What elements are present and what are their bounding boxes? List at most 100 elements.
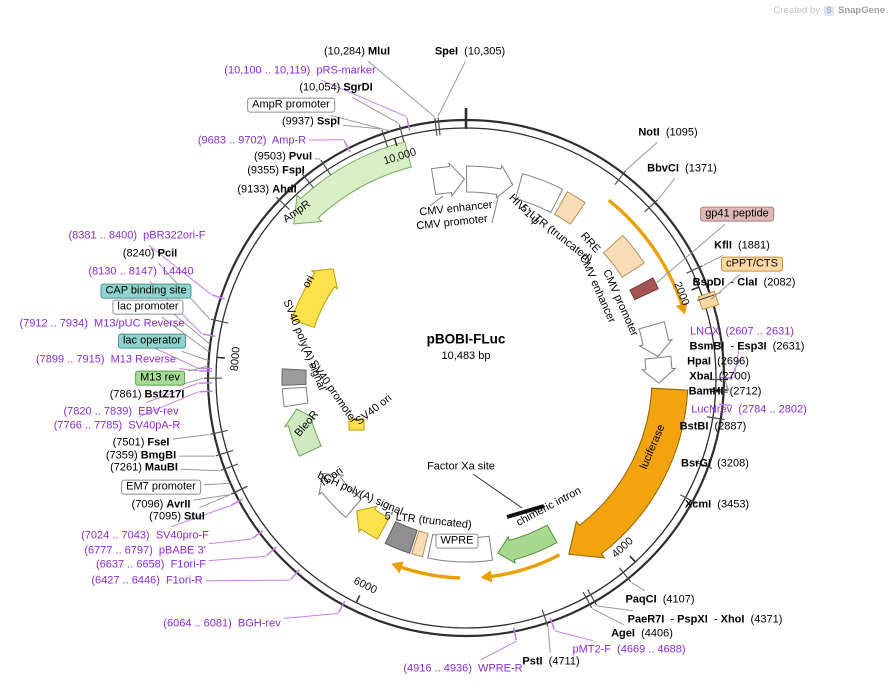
feature-bleor[interactable] (283, 408, 322, 457)
feature-ori[interactable] (290, 268, 339, 328)
feature-bgh-polya-signal[interactable] (356, 505, 390, 540)
feature-transcript-arrow-1[interactable] (607, 199, 688, 315)
scale-label-3: 8000 (228, 346, 243, 372)
label-ampr-gene[interactable]: AmpR (281, 198, 313, 226)
label-prs-marker[interactable]: (10,100 .. 10,119) pRS-marker (224, 65, 375, 78)
scale-label-2: 6000 (351, 574, 379, 596)
label-sgrdi[interactable]: (10,054) SgrDI (299, 82, 372, 95)
label-chimeric-intron[interactable]: chimeric intron (514, 485, 583, 530)
label-pmt2-f[interactable]: pMT2-F (4669 .. 4688) (572, 644, 685, 657)
label-bstbi[interactable]: BstBI (2887) (680, 421, 747, 434)
label-sv40pa-r[interactable]: (7766 .. 7785) SV40pA-R (54, 420, 181, 433)
feature-transcript-arrow-2[interactable] (480, 553, 561, 583)
label-bbvci[interactable]: BbvCI (1371) (647, 163, 717, 176)
label-avrii[interactable]: (7096) AvrII (132, 499, 191, 512)
label-bsrgi[interactable]: BsrGI (3208) (681, 458, 749, 471)
label-sv40pro-f[interactable]: (7024 .. 7043) SV40pro-F (81, 530, 209, 543)
label-em7-promoter[interactable]: EM7 promoter (121, 479, 201, 495)
label-bleor[interactable]: BleoR (293, 408, 322, 439)
label-agei[interactable]: AgeI (4406) (611, 628, 673, 641)
label-text: (7024 .. 7043) SV40pro-F (81, 529, 209, 542)
label-pbr322ori-f[interactable]: (8381 .. 8400) pBR322ori-F (69, 230, 206, 243)
label-noti[interactable]: NotI (1095) (638, 127, 697, 140)
label-paqci[interactable]: PaqCI (4107) (625, 594, 694, 607)
label-m13-reverse[interactable]: (7899 .. 7915) M13 Reverse (36, 354, 176, 367)
label-bmgbi[interactable]: (7359) BmgBI (106, 450, 176, 463)
label-f1ori-r[interactable]: (6427 .. 6446) F1ori-R (91, 575, 202, 588)
label-kfli[interactable]: KflI (1881) (714, 240, 770, 253)
feature-ampr[interactable] (293, 141, 412, 225)
feature-5ltr-truncated-top[interactable] (514, 173, 564, 214)
label-mlui[interactable]: (10,284) MluI (324, 46, 390, 59)
label-bsmbi-esp3i[interactable]: BsmBI - Esp3I (2631) (690, 341, 805, 354)
label-f1ori-f[interactable]: (6637 .. 6658) F1ori-F (96, 559, 206, 572)
label-wpre[interactable]: WPRE (435, 533, 479, 549)
label-bgh-rev[interactable]: (6064 .. 6081) BGH-rev (163, 618, 280, 631)
label-paer7i-pspxi-xhoi[interactable]: PaeR7I - PspXI - XhoI (4371) (628, 614, 783, 627)
feature-f1-ori[interactable] (318, 472, 363, 519)
label-l4440[interactable]: (8130 .. 8147) L4440 (88, 266, 193, 279)
label-cppt-cts[interactable]: cPPT/CTS (721, 256, 783, 272)
label-m13-rev[interactable]: M13 rev (135, 370, 185, 386)
label-psti[interactable]: PstI (4711) (522, 656, 579, 669)
label-spei[interactable]: SpeI (10,305) (435, 46, 505, 59)
feature-chimeric-intron[interactable] (497, 524, 558, 565)
label-ampr-promoter[interactable]: AmpR promoter (247, 97, 335, 113)
label-maubi[interactable]: (7261) MauBI (110, 462, 178, 475)
label-bstz17i[interactable]: (7861) BstZ17I (110, 389, 185, 402)
label-hpai[interactable]: HpaI (2696) (687, 356, 749, 369)
leader-ebv-rev (145, 382, 199, 404)
label-wpre-r[interactable]: (4916 .. 4936) WPRE-R (403, 663, 522, 676)
feature-cmv-enhancer-arrow-2[interactable] (638, 321, 674, 358)
label-sv40-ori[interactable]: SV40 ori (353, 392, 394, 428)
label-text: AgeI (611, 627, 635, 640)
feature-factor-xa-bar[interactable] (506, 504, 545, 519)
label-bamhi[interactable]: BamHI (2712) (689, 386, 762, 399)
label-lucnrev[interactable]: LucNrev (2784 .. 2802) (691, 404, 807, 417)
label-text: (7501) (112, 436, 148, 449)
label-stui[interactable]: (7095) StuI (149, 511, 205, 524)
label-pvui[interactable]: (9503) PvuI (254, 151, 312, 164)
label-xcmi[interactable]: XcmI (3453) (685, 499, 749, 512)
label-m13-puc-reverse[interactable]: (7912 .. 7934) M13/pUC Reverse (19, 318, 184, 331)
leader-lncx (733, 341, 741, 378)
label-ebv-rev[interactable]: (7820 .. 7839) EBV-rev (64, 406, 179, 419)
label-text: MauBI (144, 461, 178, 474)
label-xbai[interactable]: XbaI (2700) (689, 371, 750, 384)
label-gp41-peptide[interactable]: gp41 peptide (700, 206, 774, 222)
label-cap-binding-site[interactable]: CAP binding site (100, 283, 192, 299)
label-sv40-polya-signal[interactable]: SV40 poly(A) signal (280, 298, 328, 392)
label-text: CAP binding site (105, 284, 187, 297)
feature-tan-box-bottom[interactable] (411, 530, 429, 558)
feature-gp41-peptide[interactable] (629, 277, 659, 301)
label-lac-operator[interactable]: lac operator (117, 333, 187, 349)
label-text: PaeR7I (627, 613, 665, 626)
feature-hiv1-psi[interactable] (554, 191, 586, 225)
feature-luciferase[interactable] (568, 387, 689, 559)
feature-5ltr-truncated-bottom[interactable] (384, 521, 418, 554)
feature-sv40-promoter[interactable] (281, 386, 309, 408)
label-pcii[interactable]: (8240) PciI (123, 248, 177, 261)
label-bspdi-clai[interactable]: BspDI - ClaI (2082) (693, 277, 796, 290)
label-fspi[interactable]: (9355) FspI (247, 165, 304, 178)
label-text: M13 rev (140, 371, 180, 384)
label-fsei[interactable]: (7501) FseI (113, 437, 170, 450)
label-luciferase[interactable]: luciferase (638, 423, 668, 471)
feature-rre[interactable] (602, 234, 645, 278)
label-text: XhoI (720, 613, 745, 626)
label-amp-r[interactable]: (9683 .. 9702) Amp-R (198, 135, 306, 148)
label-ahdi[interactable]: (9133) AhdI (237, 184, 296, 197)
label-lac-promoter[interactable]: lac promoter (112, 299, 184, 315)
feature-cmv-promoter-arrow-top[interactable] (466, 164, 514, 200)
label-sspi[interactable]: (9937) SspI (282, 116, 340, 129)
label-ori-gene[interactable]: ori (300, 274, 317, 291)
leader-bbvci (658, 177, 676, 200)
label-pbabe-3[interactable]: (6777 .. 6797) pBABE 3' (84, 545, 205, 558)
label-factor-xa-site[interactable]: Factor Xa site (427, 461, 495, 474)
label-lncx[interactable]: LNCX (2607 .. 2631) (690, 326, 794, 339)
feature-cmv-promoter-arrow-2[interactable] (640, 355, 677, 384)
feature-cmv-enhancer-arrow-top[interactable] (430, 161, 466, 198)
feature-sv40-ori-box[interactable] (348, 418, 365, 431)
feature-sv40-polya-signal[interactable] (281, 368, 307, 386)
feature-transcript-arrow-3[interactable] (391, 561, 461, 580)
